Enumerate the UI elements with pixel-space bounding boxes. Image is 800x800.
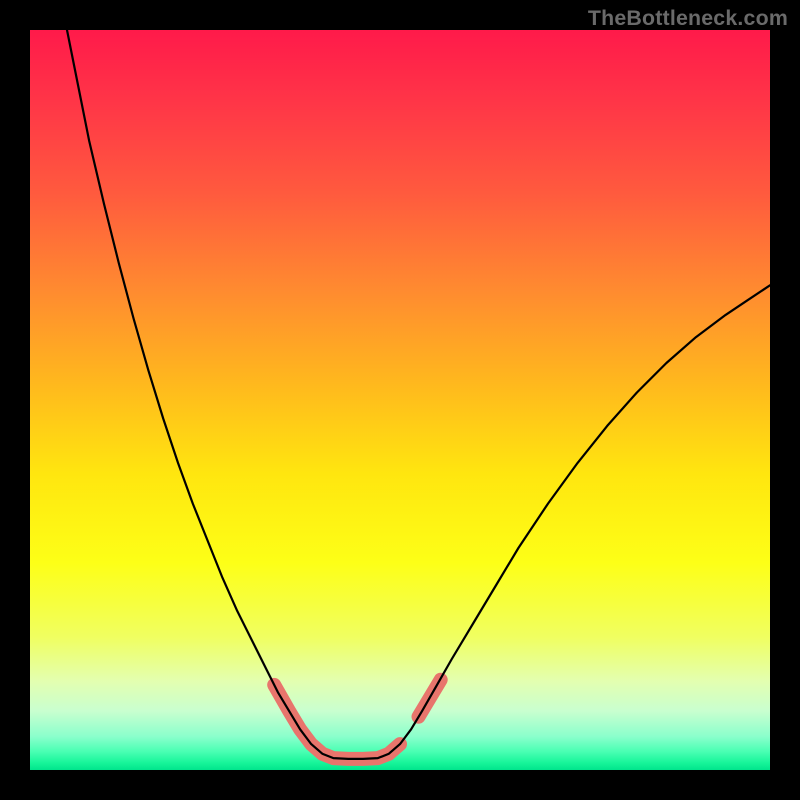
plot-svg <box>30 30 770 770</box>
plot-area <box>30 30 770 770</box>
chart-frame: TheBottleneck.com <box>0 0 800 800</box>
plot-background <box>30 30 770 770</box>
watermark-text: TheBottleneck.com <box>588 6 788 31</box>
